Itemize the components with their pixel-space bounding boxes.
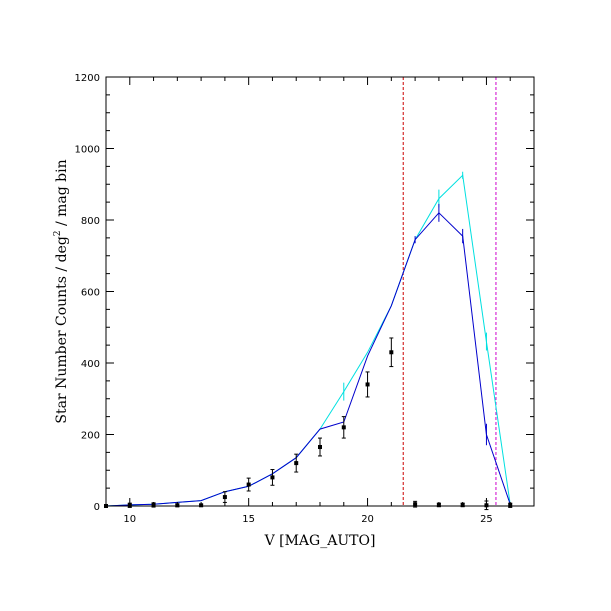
axis-ticks: 10 15 20 25 0 200 400 600 800 1000 1200: [75, 73, 535, 525]
x-tick-label: 10: [123, 514, 136, 525]
data-point: [294, 461, 299, 466]
x-tick-label: 15: [242, 514, 255, 525]
x-axis-title: V [MAG_AUTO]: [264, 533, 376, 549]
y-axis-title-superscript: 2: [53, 230, 63, 236]
y-tick-label: 800: [81, 216, 100, 227]
y-tick-label: 1000: [75, 145, 100, 156]
y-tick-label: 0: [94, 502, 100, 513]
data-point: [341, 425, 346, 430]
data-point: [389, 350, 394, 355]
data-point: [318, 445, 322, 450]
data-point: [270, 475, 275, 480]
y-tick-label: 200: [81, 431, 100, 442]
x-tick-label: 25: [480, 514, 493, 525]
series-line: [105, 174, 511, 507]
x-tick-label: 20: [361, 514, 374, 525]
y-tick-label: 1200: [75, 73, 100, 84]
y-tick-label: 400: [81, 359, 100, 370]
plot-area: [104, 77, 513, 511]
y-axis-title-tail: / mag bin: [54, 159, 70, 230]
series-line: [105, 212, 511, 507]
y-tick-label: 600: [81, 288, 100, 299]
data-point: [365, 382, 370, 387]
plot-frame: [105, 76, 535, 507]
data-point: [246, 482, 251, 487]
data-point: [222, 495, 227, 500]
y-axis-title: Star Number Counts / deg2 / mag bin: [53, 159, 70, 423]
y-axis-title-main: Star Number Counts / deg: [54, 236, 70, 423]
